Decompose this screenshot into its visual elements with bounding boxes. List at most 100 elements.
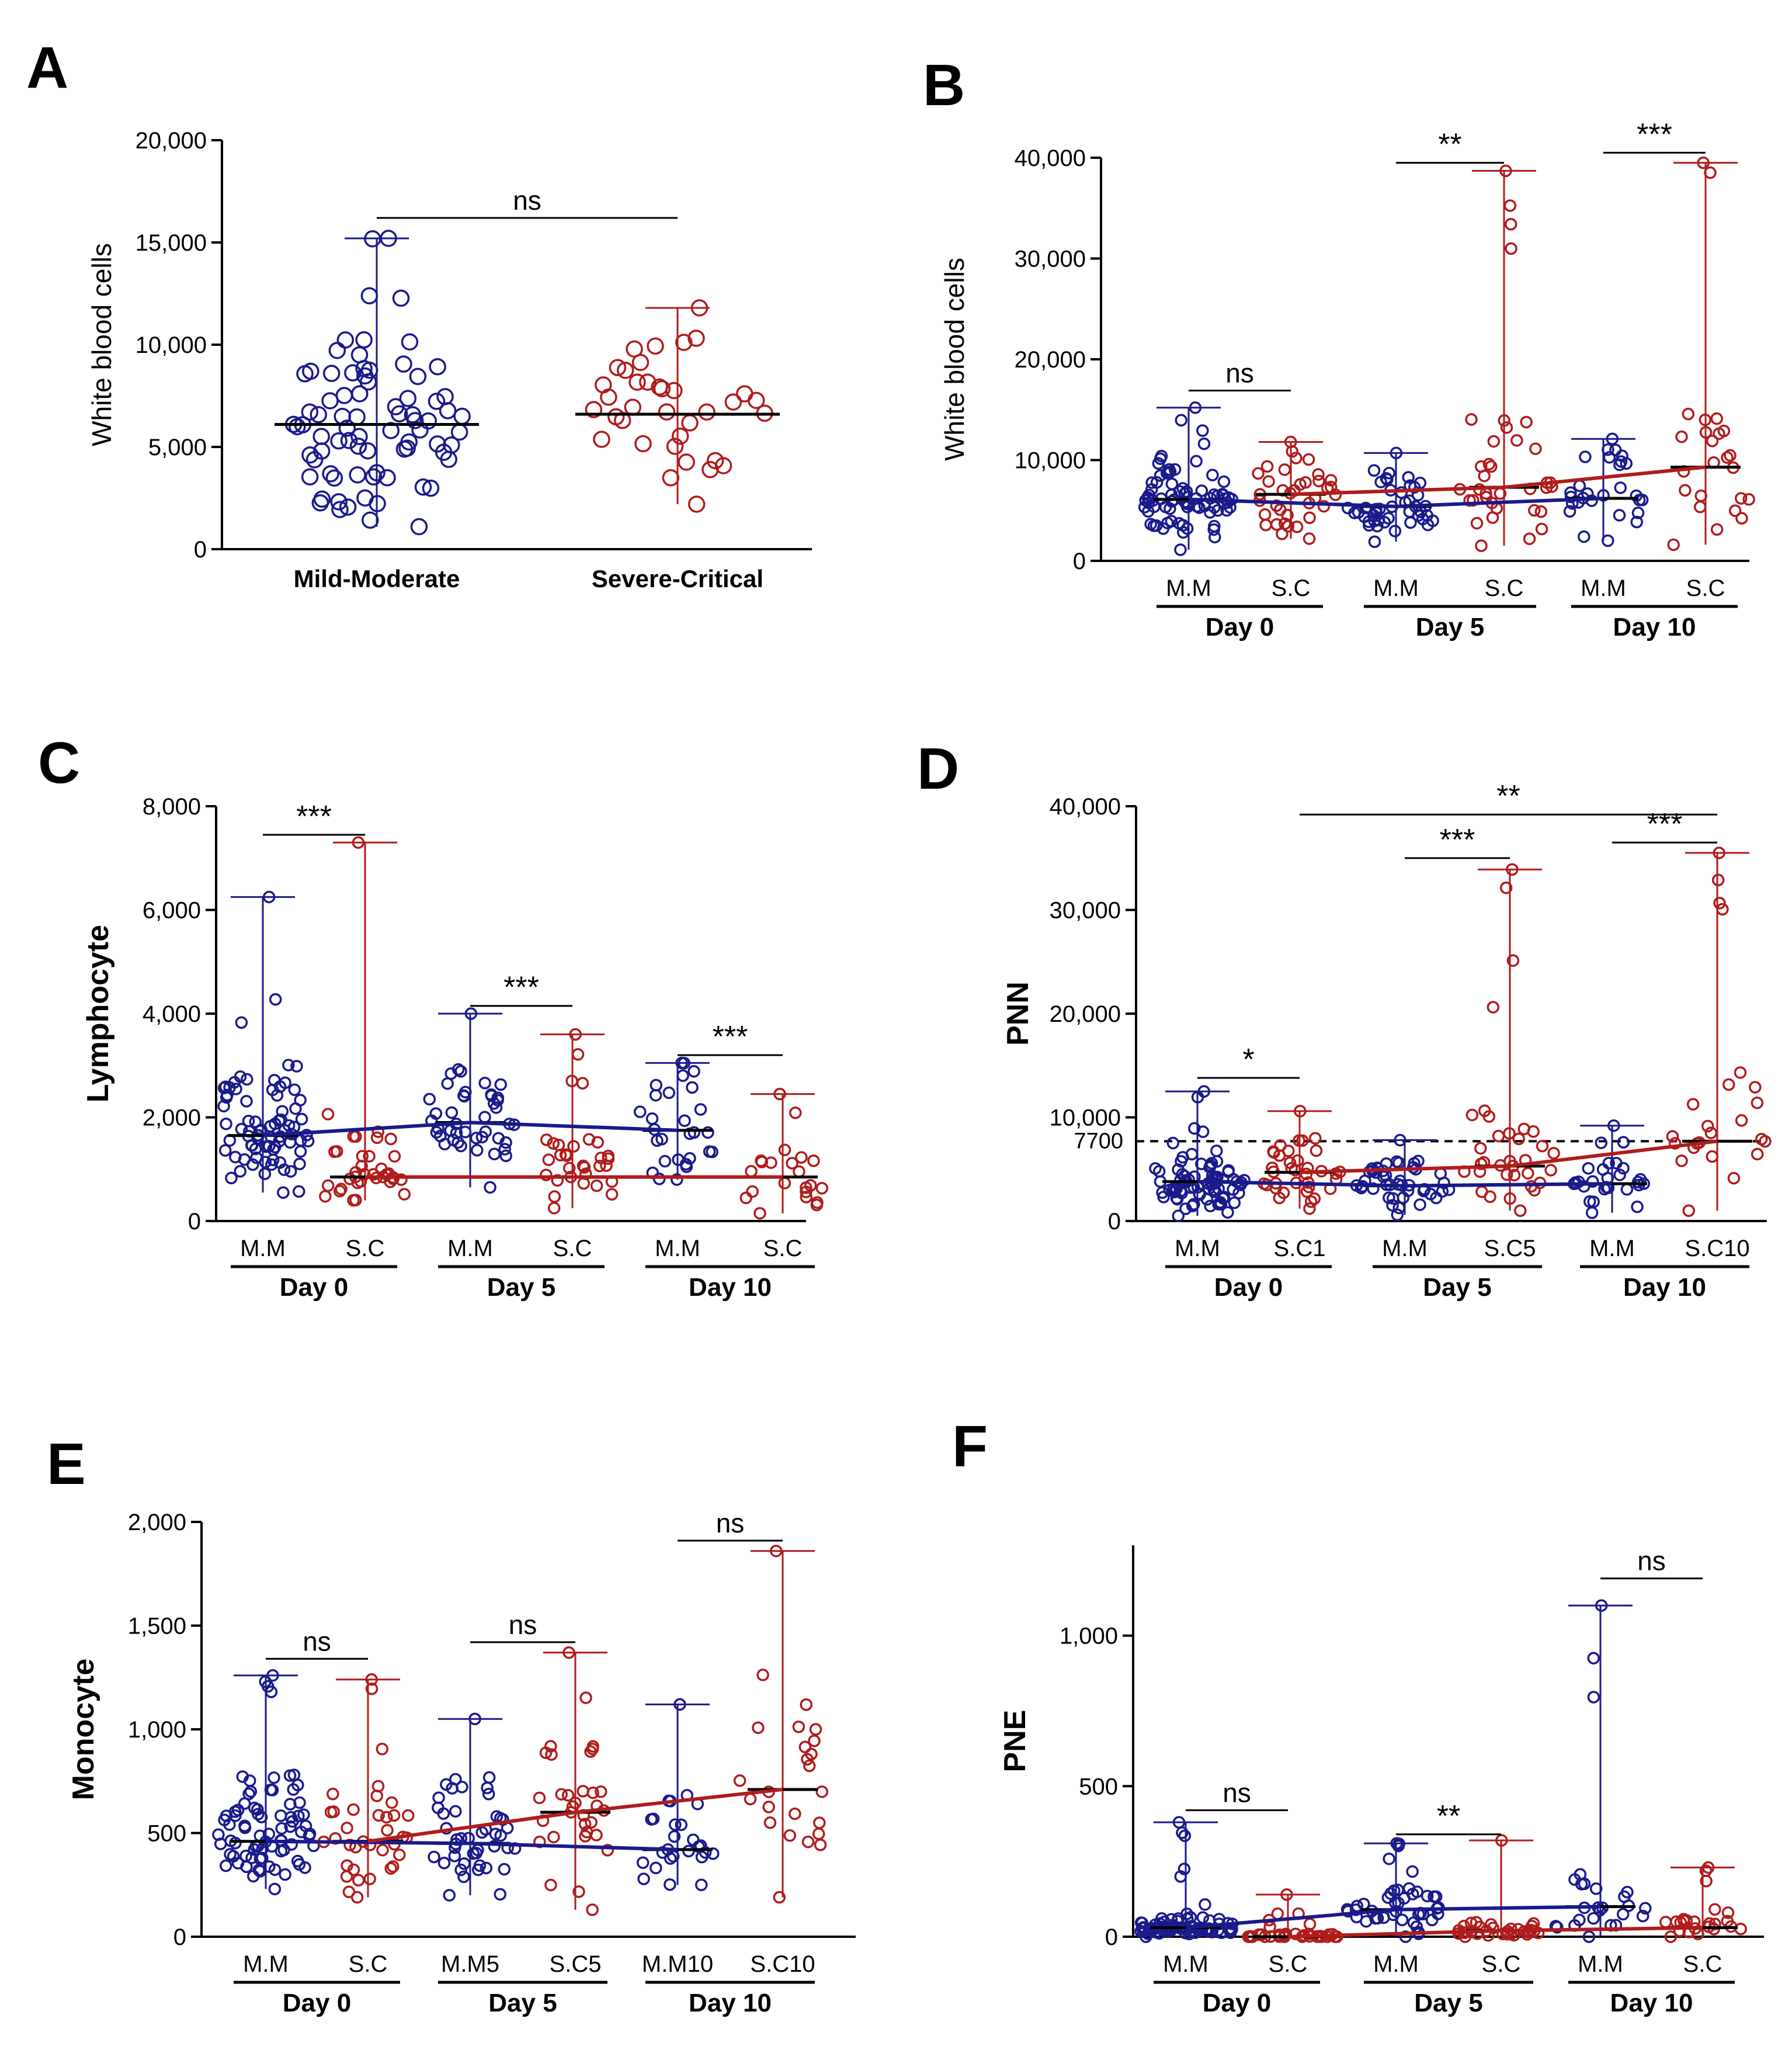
x-category-label: M.M xyxy=(1175,1236,1220,1261)
data-point xyxy=(542,1153,555,1166)
data-point xyxy=(259,1156,272,1168)
x-category-label: S.C xyxy=(1686,575,1725,601)
data-point xyxy=(1161,516,1174,529)
data-point xyxy=(1399,1930,1412,1943)
data-point xyxy=(815,1785,829,1798)
data-point xyxy=(235,1016,248,1029)
data-point xyxy=(1310,1144,1323,1157)
data-point xyxy=(228,1076,241,1089)
x-category-label: S.C5 xyxy=(550,1951,602,1977)
data-point xyxy=(569,1797,582,1809)
data-point xyxy=(533,1791,546,1805)
data-point xyxy=(285,1838,298,1851)
data-point xyxy=(430,1126,443,1139)
data-point xyxy=(562,1646,575,1659)
data-point xyxy=(448,1849,461,1863)
data-point xyxy=(1504,218,1517,231)
data-point xyxy=(1498,414,1510,427)
data-point xyxy=(399,390,417,407)
data-point xyxy=(268,1074,281,1087)
data-point xyxy=(1290,521,1304,533)
data-point xyxy=(786,1157,798,1170)
x-category-label: M.M xyxy=(243,1951,289,1977)
x-category-label: S.C xyxy=(1272,575,1311,601)
data-point xyxy=(1535,522,1548,536)
panel-letter: D xyxy=(917,736,959,802)
data-point xyxy=(1402,1882,1416,1895)
data-point xyxy=(658,403,676,421)
data-point xyxy=(1388,525,1402,537)
data-point xyxy=(616,362,634,379)
data-point xyxy=(336,331,355,349)
data-point xyxy=(351,385,369,403)
data-point xyxy=(1394,1133,1406,1147)
day-label: Day 5 xyxy=(1423,1273,1491,1302)
data-point xyxy=(310,405,328,424)
data-point xyxy=(602,1152,615,1165)
data-point xyxy=(388,1150,401,1163)
data-point xyxy=(1597,489,1610,502)
threshold-label: 7700 xyxy=(1074,1129,1123,1153)
data-point xyxy=(567,1140,580,1153)
data-point xyxy=(1430,1191,1443,1205)
data-point xyxy=(423,1093,436,1106)
data-point xyxy=(435,443,453,461)
data-point xyxy=(1587,1912,1600,1925)
data-point xyxy=(1176,1826,1189,1839)
data-point xyxy=(454,1139,467,1153)
panel-E: E 0 500 1,000 1,500 2,000 Monocyte M.M S.C M.M5 S.… xyxy=(47,1431,856,2017)
data-point xyxy=(335,1182,348,1196)
data-point xyxy=(1470,1916,1483,1929)
data-point xyxy=(800,1698,813,1711)
data-point xyxy=(1303,532,1316,545)
data-point xyxy=(1694,500,1707,514)
data-point xyxy=(593,431,610,448)
data-point xyxy=(636,1856,650,1869)
data-point xyxy=(269,993,282,1006)
y-tick-label: 1,000 xyxy=(128,1717,186,1743)
data-point xyxy=(376,1843,389,1857)
data-point xyxy=(1616,449,1628,462)
significance-label: ** xyxy=(1438,128,1461,162)
data-point xyxy=(601,1844,614,1857)
data-point xyxy=(231,1857,245,1870)
data-point xyxy=(1367,464,1381,477)
data-point xyxy=(569,1028,582,1041)
x-category-label: S.C xyxy=(763,1236,803,1261)
data-point xyxy=(1482,1110,1496,1123)
data-point xyxy=(432,1791,445,1804)
data-point xyxy=(275,1113,287,1126)
data-point xyxy=(359,442,377,460)
data-point xyxy=(302,362,319,380)
data-point xyxy=(676,1069,689,1082)
data-point xyxy=(576,1077,589,1090)
data-point xyxy=(547,1137,560,1150)
x-category-label: M.M xyxy=(1163,1951,1208,1977)
data-point xyxy=(1536,1139,1549,1153)
data-point xyxy=(1252,467,1265,480)
data-point xyxy=(1164,1924,1177,1937)
data-point xyxy=(382,422,400,439)
data-point xyxy=(580,1826,593,1839)
data-point xyxy=(1211,504,1224,517)
data-point xyxy=(694,1878,708,1891)
data-point xyxy=(798,1740,812,1753)
data-point xyxy=(808,1735,821,1747)
y-axis-label: PNE xyxy=(998,1710,1032,1773)
data-point xyxy=(1514,1204,1527,1217)
data-point xyxy=(687,495,706,513)
data-point xyxy=(1175,414,1187,427)
data-point xyxy=(544,1740,557,1753)
data-point xyxy=(499,1149,512,1163)
x-category-label: S.C5 xyxy=(1484,1236,1536,1261)
data-point xyxy=(778,1177,791,1189)
data-point xyxy=(489,1827,502,1840)
significance-label: ns xyxy=(1637,1546,1666,1576)
data-point xyxy=(1582,1162,1595,1175)
data-point xyxy=(1727,1171,1741,1185)
data-point xyxy=(290,1060,303,1073)
data-point xyxy=(1390,446,1403,460)
data-point xyxy=(395,355,412,373)
data-point xyxy=(1697,156,1710,169)
data-point xyxy=(792,1721,805,1733)
